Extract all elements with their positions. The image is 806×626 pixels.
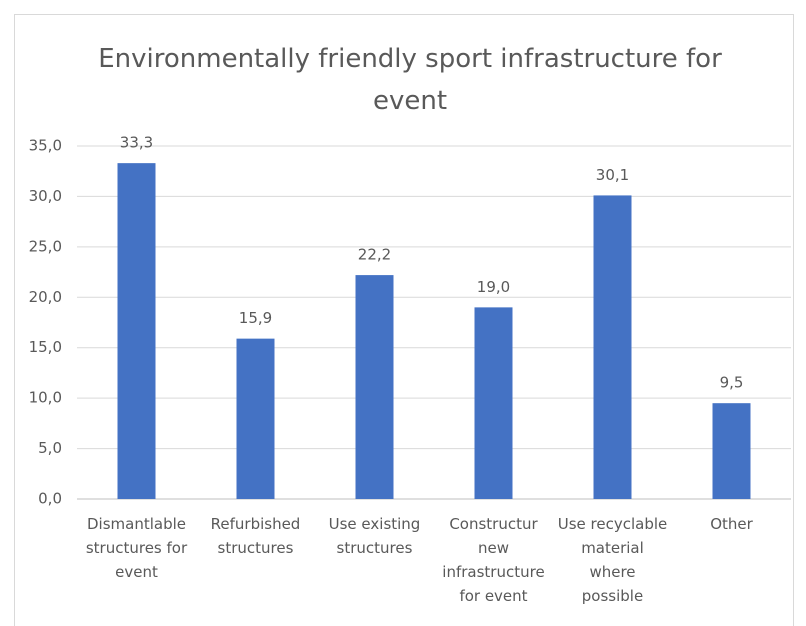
x-tick-label: Use existing structures xyxy=(328,515,421,557)
bar xyxy=(474,307,513,499)
data-label: 9,5 xyxy=(720,374,744,392)
data-label: 22,2 xyxy=(358,246,391,264)
data-label: 15,9 xyxy=(239,309,272,327)
bar xyxy=(236,338,275,499)
x-tick-label: Refurbished structures xyxy=(210,515,301,557)
chart-frame xyxy=(14,14,794,626)
bar xyxy=(117,163,156,499)
y-tick-label: 15,0 xyxy=(29,338,62,356)
x-tick-label: Dismantlable structures for event xyxy=(85,515,188,581)
chart-title: Environmentally friendly sport infrastru… xyxy=(98,44,722,116)
data-label: 30,1 xyxy=(596,166,629,184)
y-tick-label: 25,0 xyxy=(29,237,62,255)
y-tick-label: 0,0 xyxy=(38,490,62,508)
y-tick-label: 35,0 xyxy=(29,137,62,155)
bar xyxy=(355,275,394,499)
x-tick-label: Use recyclable material where possible xyxy=(557,515,668,605)
data-label: 19,0 xyxy=(477,278,510,296)
x-tick-label: Other xyxy=(710,515,753,533)
x-tick-label: Constructur new infrastructure for event xyxy=(442,515,545,605)
bar xyxy=(712,403,751,499)
y-tick-label: 10,0 xyxy=(29,389,62,407)
y-tick-label: 20,0 xyxy=(29,288,62,306)
data-label: 33,3 xyxy=(120,134,153,152)
y-tick-label: 5,0 xyxy=(38,439,62,457)
bar xyxy=(593,195,632,500)
y-tick-label: 30,0 xyxy=(29,187,62,205)
